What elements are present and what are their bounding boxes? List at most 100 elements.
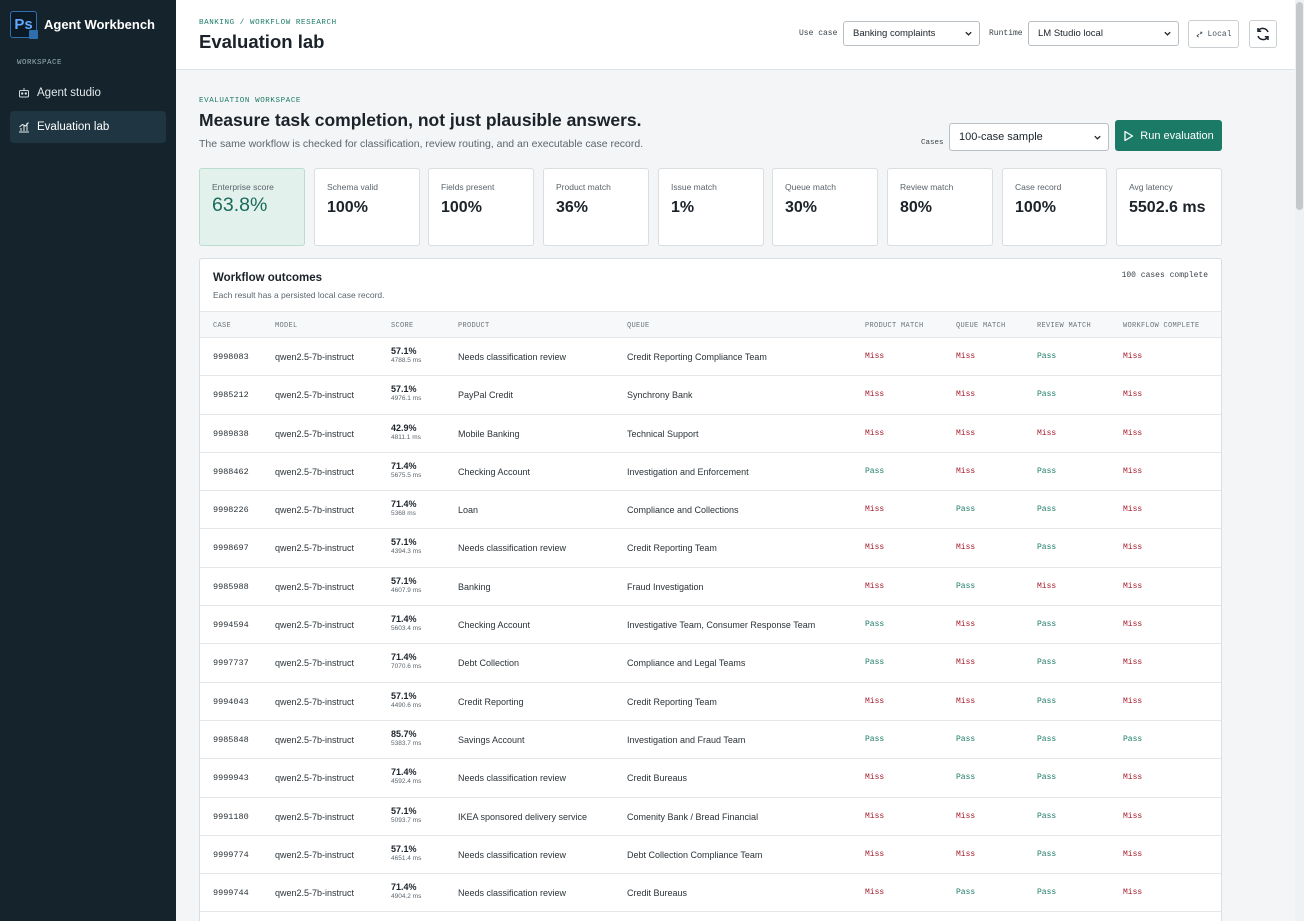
product-value: Needs classification review (458, 543, 567, 554)
queue-match-status: Miss (956, 543, 976, 553)
table-row[interactable]: 9988462 qwen2.5-7b-instruct Checking Accou… (200, 453, 1221, 492)
table-header: CASE MODEL SCORE PRODUCT QUEUE PRODUCT M… (200, 311, 1221, 338)
queue-value: Credit Reporting Team (627, 696, 717, 707)
column-header: WORKFLOW COMPLETE (1123, 322, 1200, 330)
product-value: Loan (458, 505, 479, 516)
table-row[interactable]: 9999943 qwen2.5-7b-instruct Needs classifi… (200, 759, 1221, 798)
column-header: QUEUE (627, 322, 650, 330)
queue-match-status: Miss (956, 620, 976, 630)
product-value: Needs classification review (458, 773, 567, 784)
queue-value: Debt Collection Compliance Team (627, 849, 763, 860)
queue-match-status: Miss (956, 466, 976, 476)
cases-label: Cases (921, 139, 944, 147)
runtime-select[interactable]: LM Studio local (1028, 21, 1179, 46)
product-value: PayPal Credit (458, 390, 514, 401)
chevron-down-icon (965, 31, 972, 36)
workflow-complete-status: Miss (1123, 773, 1143, 783)
table-row[interactable]: 9998226 qwen2.5-7b-instruct Loan Compliance… (200, 491, 1221, 530)
metric-review-match: Review match 80% (887, 168, 993, 246)
score-percent: 57.1% (391, 384, 417, 395)
table-row[interactable]: 9998083 qwen2.5-7b-instruct Needs classifi… (200, 338, 1221, 377)
product-value: Needs classification review (458, 888, 567, 899)
sidebar-item-agent-studio[interactable]: Agent studio (10, 77, 166, 109)
page-scrollbar[interactable] (1295, 0, 1304, 921)
metric-value: 80% (900, 199, 933, 216)
brand[interactable]: Ps Agent Workbench (0, 0, 176, 48)
section-eyebrow: EVALUATION WORKSPACE (199, 97, 302, 105)
table-row[interactable]: 9989838 qwen2.5-7b-instruct Mobile Banking… (200, 415, 1221, 453)
review-match-status: Pass (1037, 811, 1057, 821)
product-match-status: Pass (865, 658, 885, 668)
table-row[interactable]: 9998697 qwen2.5-7b-instruct Needs classifi… (200, 529, 1221, 568)
metric-value: 1% (671, 199, 695, 216)
table-row[interactable]: 9999774 qwen2.5-7b-instruct Needs classifi… (200, 836, 1221, 875)
evaluation-description: The same workflow is checked for classif… (199, 138, 644, 150)
score-latency: 5368 ms (391, 510, 416, 518)
model-name: qwen2.5-7b-instruct (275, 543, 355, 554)
review-match-status: Pass (1037, 849, 1057, 859)
score-percent: 85.7% (391, 728, 417, 739)
queue-match-status: Pass (956, 581, 976, 591)
table-row[interactable]: 9985212 qwen2.5-7b-instruct PayPal Credit S… (200, 376, 1221, 415)
review-match-status: Pass (1037, 466, 1057, 476)
metric-issue-match: Issue match 1% (658, 168, 764, 246)
cases-select[interactable]: 100-case sample (949, 123, 1109, 151)
queue-value: Investigation and Enforcement (627, 466, 749, 477)
score-latency: 4788.5 ms (391, 357, 422, 364)
case-id: 9991180 (213, 811, 249, 822)
review-match-status: Pass (1037, 543, 1057, 553)
local-button[interactable]: Local (1188, 20, 1239, 48)
case-id: 9985212 (213, 390, 249, 401)
score-cell: 57.1% 4651.4 ms (391, 844, 421, 862)
product-match-status: Pass (865, 620, 885, 630)
metric-label: Schema valid (327, 182, 379, 192)
score-latency: 5603.4 ms (391, 625, 422, 633)
score-cell: 42.9% 4811.1 ms (391, 423, 421, 441)
breadcrumb[interactable]: BANKING / WORKFLOW RESEARCH (199, 19, 337, 27)
score-latency: 4976.1 ms (391, 395, 422, 403)
refresh-button[interactable] (1249, 20, 1277, 48)
score-latency: 4394.3 ms (391, 548, 422, 556)
workflow-complete-status: Miss (1123, 390, 1143, 400)
case-id: 9997737 (213, 658, 249, 669)
score-cell: 57.1% 4490.6 ms (391, 691, 421, 709)
column-header: MODEL (275, 322, 298, 330)
table-row[interactable]: 9985848 qwen2.5-7b-instruct Savings Accoun… (200, 721, 1221, 760)
local-label: Local (1207, 29, 1232, 39)
review-match-status: Pass (1037, 620, 1057, 630)
table-row[interactable]: 9999744 qwen2.5-7b-instruct Needs classifi… (200, 874, 1221, 913)
workflow-complete-status: Miss (1123, 543, 1143, 553)
table-row[interactable]: 9997737 qwen2.5-7b-instruct Debt Collectio… (200, 644, 1221, 683)
case-id: 9998226 (213, 505, 249, 516)
workflow-complete-status: Miss (1123, 466, 1143, 476)
score-percent: 57.1% (391, 843, 417, 854)
workflow-complete-status: Miss (1123, 505, 1143, 515)
product-value: Checking Account (458, 466, 531, 477)
product-match-status: Miss (865, 888, 885, 898)
queue-value: Technical Support (627, 428, 699, 439)
review-match-status: Pass (1037, 390, 1057, 400)
sidebar-item-evaluation-lab[interactable]: Evaluation lab (10, 111, 166, 143)
column-header: REVIEW MATCH (1037, 322, 1092, 330)
table-row[interactable]: 9985988 qwen2.5-7b-instruct Banking Fraud I… (200, 568, 1221, 607)
run-evaluation-button[interactable]: Run evaluation (1115, 120, 1222, 151)
use-case-select[interactable]: Banking complaints (843, 21, 980, 46)
model-name: qwen2.5-7b-instruct (275, 466, 355, 477)
metric-label: Case record (1015, 182, 1062, 192)
chart-icon (18, 121, 30, 133)
table-row[interactable]: 9991180 qwen2.5-7b-instruct IKEA sponsored… (200, 798, 1221, 836)
score-latency: 4490.6 ms (391, 701, 422, 709)
table-row[interactable]: 9994594 qwen2.5-7b-instruct Checking Accou… (200, 606, 1221, 645)
product-match-status: Miss (865, 428, 885, 438)
queue-match-status: Miss (956, 658, 976, 668)
queue-value: Credit Reporting Team (627, 543, 717, 554)
evaluation-headline: Measure task completion, not just plausi… (199, 110, 642, 130)
workflow-complete-status: Miss (1123, 696, 1143, 706)
score-latency: 5675.5 ms (391, 471, 422, 479)
product-match-status: Miss (865, 696, 885, 706)
scrollbar-thumb[interactable] (1296, 2, 1303, 210)
score-cell: 71.4% 4592.4 ms (391, 767, 421, 785)
table-row[interactable]: 9994043 qwen2.5-7b-instruct Credit Reporti… (200, 683, 1221, 721)
sidebar: Ps Agent Workbench WORKSPACE Agent studi… (0, 0, 176, 921)
review-match-status: Pass (1037, 734, 1057, 744)
